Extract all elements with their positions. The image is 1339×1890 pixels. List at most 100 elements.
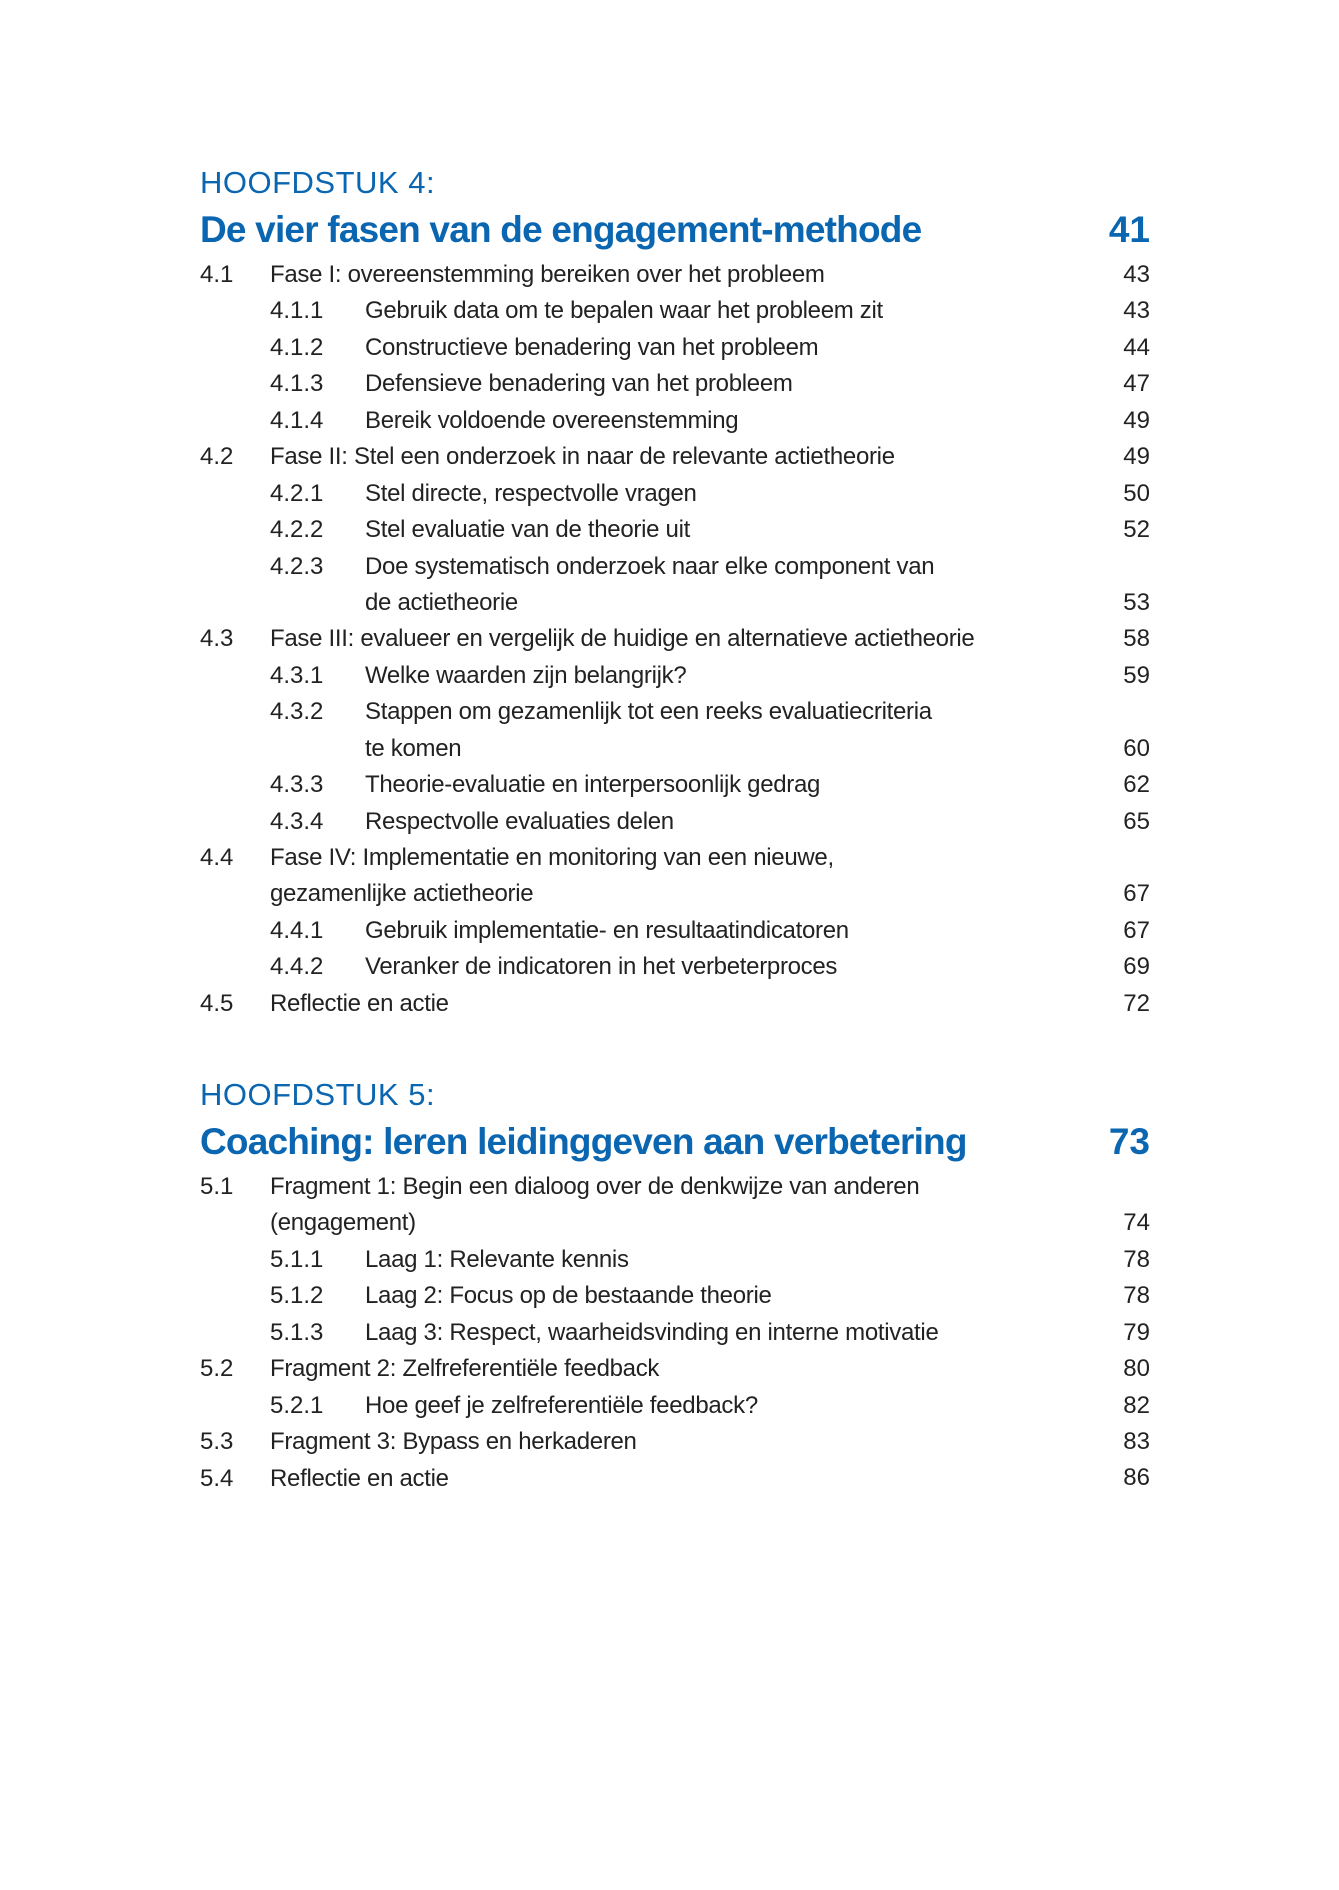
- toc-entry[interactable]: 4.1.4 Bereik voldoende overeenstemming 49: [200, 403, 1150, 439]
- section-number: 4.3.3: [270, 771, 324, 799]
- page-number: 53: [1123, 588, 1150, 616]
- page-number: 49: [1123, 406, 1150, 434]
- toc-entry[interactable]: 4.3.3 Theorie-evaluatie en interpersoonli…: [200, 767, 1150, 803]
- toc-entry[interactable]: 4.5 Reflectie en actie 72: [200, 986, 1150, 1022]
- toc-entry[interactable]: 5.1.3 Laag 3: Respect, waarheidsvinding e…: [200, 1315, 1150, 1351]
- page-number: 47: [1123, 370, 1150, 398]
- toc-entry[interactable]: 4.2.1 Stel directe, respectvolle vragen 50: [200, 476, 1150, 512]
- section-title-line: Laag 3: Respect, waarheidsvinding en int…: [365, 1318, 939, 1346]
- section-number: 4.1.3: [270, 370, 324, 398]
- page-number: 43: [1123, 297, 1150, 325]
- chapter-page-number: 73: [1108, 1121, 1150, 1162]
- toc-entry[interactable]: 4.2 Fase II: Stel een onderzoek in naar d…: [200, 439, 1150, 475]
- page-number: 49: [1123, 443, 1150, 471]
- page-number: 80: [1123, 1355, 1150, 1383]
- chapter-4: HOOFDSTUK 4: De vier fasen van de engagem…: [200, 164, 1150, 1022]
- section-title-line: Fase IV: Implementatie en monitoring van…: [270, 844, 834, 871]
- page-number: 79: [1123, 1318, 1150, 1346]
- section-number: 5.1.3: [270, 1318, 324, 1346]
- page-number: 59: [1123, 661, 1150, 689]
- section-number: 4.3.1: [270, 661, 324, 689]
- page-number: 74: [1123, 1209, 1150, 1237]
- section-number: 4.2.2: [270, 516, 324, 544]
- section-title-line: Fragment 1: Begin een dialoog over de de…: [270, 1173, 920, 1200]
- page-number: 78: [1123, 1282, 1150, 1310]
- page-number: 65: [1123, 807, 1150, 835]
- toc-entry[interactable]: 4.3.1 Welke waarden zijn belangrijk? 59: [200, 658, 1150, 694]
- section-title-line: Theorie-evaluatie en interpersoonlijk ge…: [365, 771, 821, 799]
- section-title-line: de actietheorie: [365, 588, 518, 616]
- section-title-line: Fragment 2: Zelfreferentiële feedback: [270, 1355, 660, 1383]
- chapter-title: Coaching: leren leidinggeven aan verbete…: [200, 1121, 967, 1162]
- toc-entry[interactable]: 4.4.2 Veranker de indicatoren in het verb…: [200, 949, 1150, 985]
- section-title-line: Defensieve benadering van het probleem: [365, 370, 793, 398]
- page-number: 62: [1123, 771, 1150, 799]
- toc-entry[interactable]: 4.2.2 Stel evaluatie van de theorie uit 52: [200, 512, 1150, 548]
- section-number: 4.3: [200, 625, 234, 653]
- page-number: 78: [1123, 1245, 1150, 1273]
- section-number: 4.2: [200, 443, 234, 471]
- toc-entry[interactable]: 5.1.2 Laag 2: Focus op de bestaande theor…: [200, 1278, 1150, 1314]
- toc-entry[interactable]: 4.4 Fase IV: Implementatie en monitoring …: [200, 840, 1150, 913]
- page-number: 86: [1123, 1464, 1150, 1492]
- section-title-line: Reflectie en actie: [270, 1464, 449, 1492]
- page-number: 82: [1123, 1391, 1150, 1419]
- section-number: 4.2.1: [270, 479, 324, 507]
- toc-entry[interactable]: 5.2.1 Hoe geef je zelfreferentiële feedba…: [200, 1388, 1150, 1424]
- toc-entry[interactable]: 4.3.4 Respectvolle evaluaties delen 65: [200, 804, 1150, 840]
- section-title-line: (engagement): [270, 1209, 416, 1237]
- section-title-line: Fase II: Stel een onderzoek in naar de r…: [270, 443, 895, 471]
- toc-entry[interactable]: 4.1.3 Defensieve benadering van het probl…: [200, 366, 1150, 402]
- section-title-line: Stel directe, respectvolle vragen: [365, 479, 697, 507]
- toc-entry[interactable]: 5.4 Reflectie en actie 86: [200, 1461, 1150, 1497]
- toc-entry[interactable]: 5.3 Fragment 3: Bypass en herkaderen 83: [200, 1424, 1150, 1460]
- section-number: 4.1.1: [270, 297, 324, 325]
- section-title-line: Hoe geef je zelfreferentiële feedback?: [365, 1391, 758, 1419]
- section-title-line: Gebruik implementatie- en resultaatindic…: [365, 916, 849, 944]
- section-number: 5.3: [200, 1428, 234, 1456]
- toc-entry[interactable]: 4.3.2 Stappen om gezamenlijk tot een reek…: [200, 694, 1150, 767]
- toc-entry[interactable]: 4.4.1 Gebruik implementatie- en resultaat…: [200, 913, 1150, 949]
- section-title-line: gezamenlijke actietheorie: [270, 880, 534, 908]
- toc-entry[interactable]: 5.2 Fragment 2: Zelfreferentiële feedback…: [200, 1351, 1150, 1387]
- section-number: 4.4: [200, 844, 234, 871]
- section-number: 4.1.4: [270, 406, 324, 434]
- section-number: 5.1: [200, 1173, 234, 1200]
- toc-entry[interactable]: 4.1.1 Gebruik data om te bepalen waar het…: [200, 293, 1150, 329]
- section-title-line: Gebruik data om te bepalen waar het prob…: [365, 297, 883, 325]
- toc-entry[interactable]: 4.1 Fase I: overeenstemming bereiken over…: [200, 257, 1150, 293]
- page-number: 60: [1123, 734, 1150, 762]
- toc-entry[interactable]: 4.2.3 Doe systematisch onderzoek naar elk…: [200, 549, 1150, 622]
- section-number: 5.1.1: [270, 1245, 324, 1273]
- section-title-line: te komen: [365, 734, 462, 762]
- page-number: 50: [1123, 479, 1150, 507]
- chapter-title-row[interactable]: Coaching: leren leidinggeven aan verbete…: [200, 1114, 1150, 1169]
- chapter-title: De vier fasen van de engagement-methode: [200, 209, 922, 250]
- section-number: 4.1: [200, 261, 234, 288]
- page-number: 43: [1123, 260, 1150, 288]
- section-title-line: Stappen om gezamenlijk tot een reeks eva…: [365, 698, 932, 726]
- page-number: 58: [1123, 625, 1150, 653]
- chapter-5: HOOFDSTUK 5: Coaching: leren leidinggeven…: [200, 1076, 1150, 1497]
- section-title-line: Stel evaluatie van de theorie uit: [365, 516, 690, 544]
- chapter-label: HOOFDSTUK 4:: [200, 165, 436, 200]
- page-number: 52: [1123, 516, 1150, 544]
- section-title-line: Doe systematisch onderzoek naar elke com…: [365, 552, 935, 580]
- toc-entry[interactable]: 5.1 Fragment 1: Begin een dialoog over de…: [200, 1169, 1150, 1242]
- page-number: 67: [1123, 880, 1150, 908]
- section-number: 4.5: [200, 989, 234, 1017]
- toc-entry[interactable]: 5.1.1 Laag 1: Relevante kennis 78: [200, 1242, 1150, 1278]
- section-title-line: Respectvolle evaluaties delen: [365, 807, 674, 835]
- page-number: 69: [1123, 953, 1150, 981]
- section-title-line: Veranker de indicatoren in het verbeterp…: [365, 953, 838, 981]
- section-number: 4.2.3: [270, 552, 324, 580]
- section-title-line: Welke waarden zijn belangrijk?: [365, 661, 687, 689]
- toc-entry[interactable]: 4.1.2 Constructieve benadering van het pr…: [200, 330, 1150, 366]
- chapter-title-row[interactable]: De vier fasen van de engagement-methode 4…: [200, 202, 1150, 257]
- section-number: 4.1.2: [270, 333, 324, 361]
- toc-entry[interactable]: 4.3 Fase III: evalueer en vergelijk de hu…: [200, 621, 1150, 657]
- chapter-page-number: 41: [1108, 209, 1150, 250]
- section-number: 4.4.2: [270, 953, 324, 981]
- section-title-line: Laag 2: Focus op de bestaande theorie: [365, 1282, 772, 1310]
- section-title-line: Reflectie en actie: [270, 989, 449, 1017]
